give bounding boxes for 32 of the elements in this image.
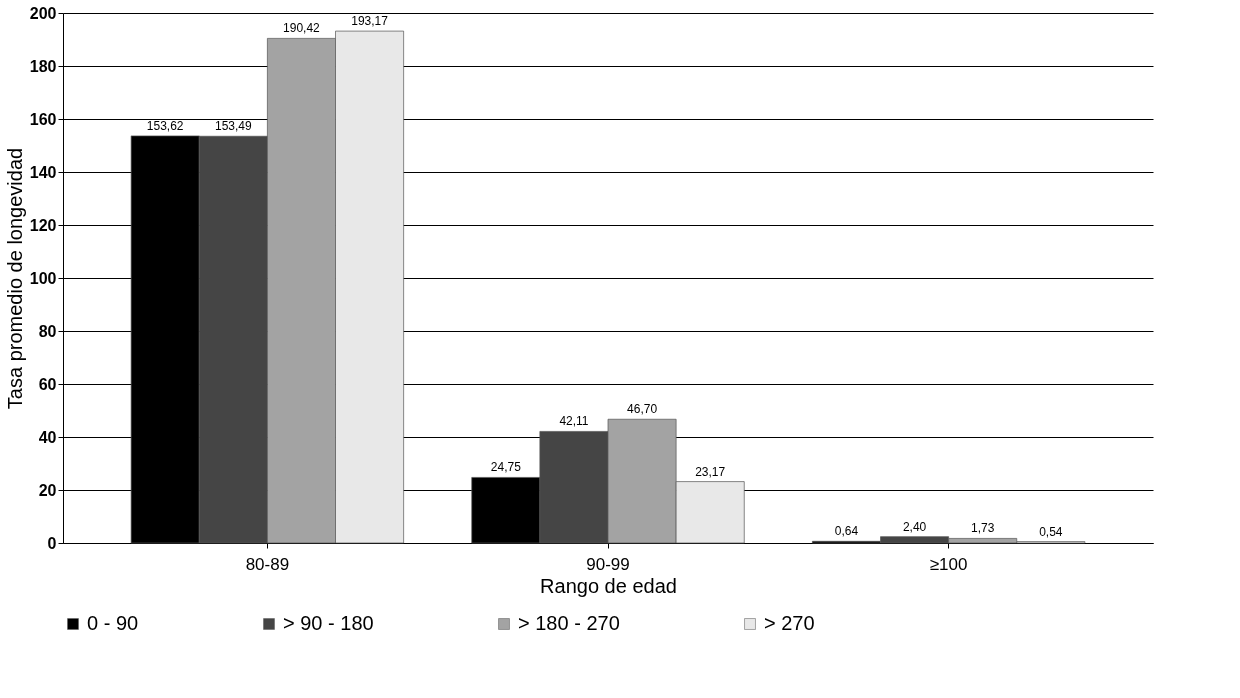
y-tick-label: 60 — [38, 375, 57, 393]
y-tick-label: 20 — [38, 481, 57, 499]
y-axis-title: Tasa promedio de longevidad — [3, 147, 26, 410]
y-tick-label: 80 — [38, 322, 57, 340]
legend-label: > 90 - 180 — [283, 612, 374, 634]
data-label: 42,11 — [559, 414, 589, 429]
data-label: 46,70 — [627, 402, 658, 417]
y-tick-label: 40 — [38, 428, 57, 446]
data-label: 0,54 — [1039, 524, 1063, 539]
x-tick-label: 80-89 — [245, 554, 290, 574]
legend-label: > 270 — [764, 612, 815, 634]
y-tick-label: 120 — [29, 216, 57, 234]
data-label: 24,75 — [490, 460, 522, 475]
data-label: 193,17 — [351, 14, 389, 29]
data-label: 153,62 — [146, 118, 184, 133]
data-label: 0,64 — [834, 524, 859, 539]
data-label: 1,73 — [971, 521, 995, 536]
legend-label: > 180 - 270 — [518, 612, 620, 634]
x-axis-title: Rango de edad — [540, 574, 677, 597]
y-tick-label: 0 — [47, 534, 57, 552]
x-tick-label: ≥100 — [929, 554, 968, 574]
data-label: 190,42 — [283, 21, 321, 36]
y-tick-label: 200 — [29, 4, 57, 22]
x-tick-label: 90-99 — [586, 554, 630, 574]
data-label: 153,49 — [214, 119, 252, 134]
y-tick-label: 100 — [29, 269, 57, 287]
data-label: 2,40 — [902, 519, 927, 534]
legend-label: 0 - 90 — [87, 612, 139, 634]
data-label: 23,17 — [695, 464, 726, 479]
y-tick-label: 140 — [29, 163, 57, 181]
y-tick-label: 180 — [29, 57, 57, 75]
y-tick-label: 160 — [29, 110, 57, 128]
